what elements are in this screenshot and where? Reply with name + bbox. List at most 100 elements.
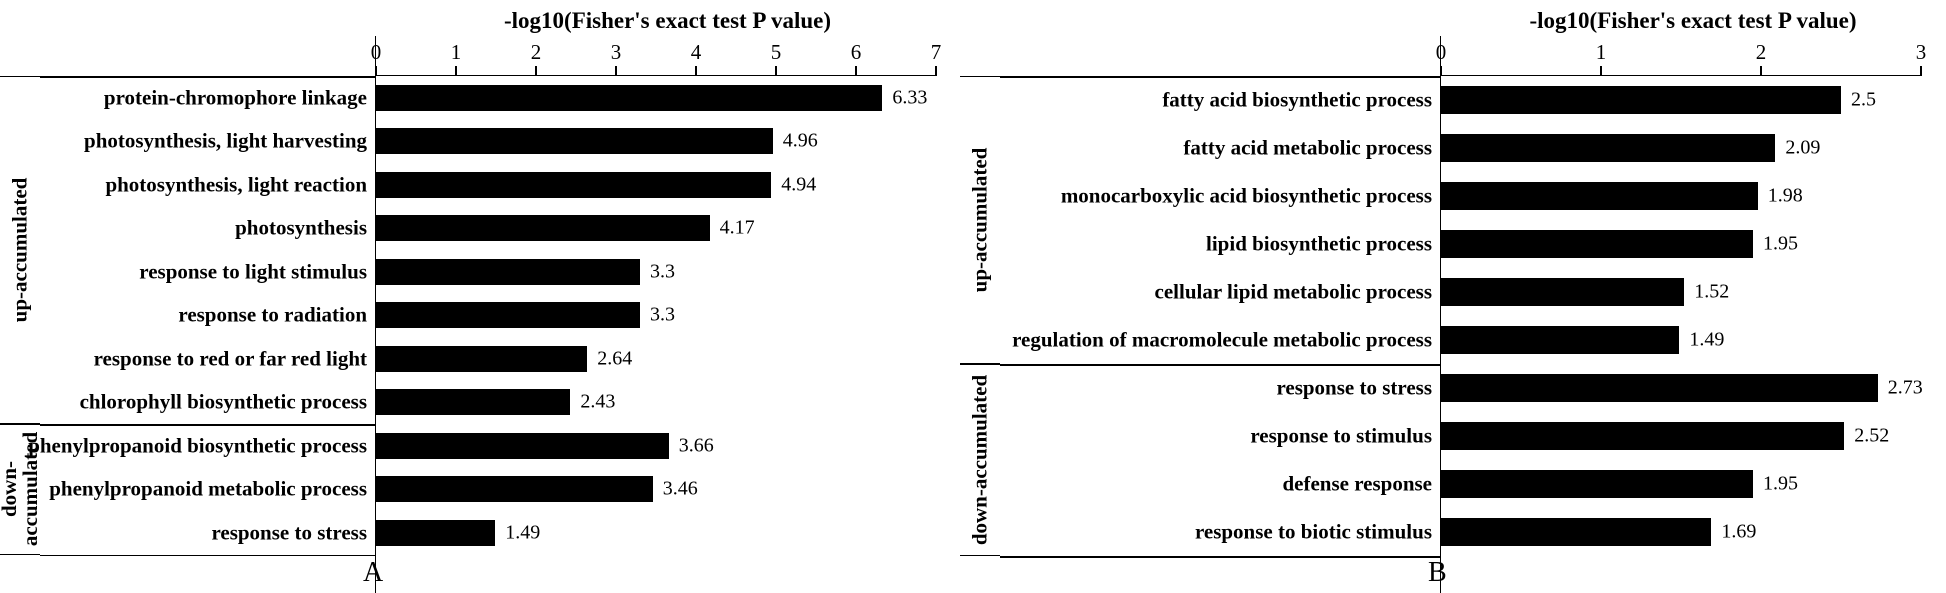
value-label: 1.95: [1763, 473, 1798, 496]
category-label: regulation of macromolecule metabolic pr…: [1012, 328, 1432, 353]
value-label: 2.5: [1851, 89, 1876, 112]
x-tick-label: 6: [851, 40, 862, 65]
bar: [376, 346, 587, 372]
bar: [1441, 278, 1684, 306]
group-line: [1000, 364, 1440, 366]
plot-area: 012345676.334.964.944.173.33.32.642.433.…: [375, 36, 935, 593]
panel-body: up-accumulated down-accumulated fatty acid…: [960, 36, 1946, 593]
value-label: 1.95: [1763, 233, 1798, 256]
bar: [376, 128, 773, 154]
category-label: cellular lipid metabolic process: [1155, 280, 1432, 305]
panel-letter: A: [363, 557, 383, 589]
x-tick-mark: [1920, 66, 1922, 76]
category-label: response to stress: [211, 520, 367, 545]
category-label: chlorophyll biosynthetic process: [80, 390, 367, 415]
category-labels: protein-chromophore linkage photosynthesi…: [40, 36, 375, 593]
panel-letter: B: [1428, 557, 1447, 589]
axis-title: -log10(Fisher's exact test P value): [0, 0, 960, 36]
group-box: up-accumulated: [960, 76, 1000, 364]
value-label: 2.09: [1785, 137, 1820, 160]
group-line: [1000, 556, 1440, 558]
category-label: photosynthesis: [235, 216, 367, 241]
value-label: 6.33: [892, 86, 927, 109]
category-label: response to stimulus: [1250, 424, 1432, 449]
bar: [376, 476, 653, 502]
value-label: 1.52: [1694, 281, 1729, 304]
value-label: 2.52: [1854, 425, 1889, 448]
value-label: 3.3: [650, 304, 675, 327]
category-labels: fatty acid biosynthetic process fatty aci…: [1000, 36, 1440, 593]
bar: [376, 433, 669, 459]
value-label: 2.73: [1888, 377, 1923, 400]
category-label: lipid biosynthetic process: [1206, 232, 1432, 257]
category-label: photosynthesis, light reaction: [105, 172, 367, 197]
category-label: response to red or far red light: [94, 346, 367, 371]
category-label: phenylpropanoid metabolic process: [49, 477, 367, 502]
group-line: [1000, 76, 1440, 78]
category-label: fatty acid biosynthetic process: [1162, 88, 1432, 113]
bar: [1441, 470, 1753, 498]
bar: [1441, 422, 1844, 450]
x-tick-mark: [935, 66, 937, 76]
value-label: 1.49: [505, 521, 540, 544]
group-label: up-accumulated: [8, 178, 33, 323]
category-label: protein-chromophore linkage: [104, 85, 367, 110]
x-tick-mark: [775, 66, 777, 76]
value-label: 2.43: [580, 391, 615, 414]
category-label: response to stress: [1276, 376, 1432, 401]
bar: [1441, 182, 1758, 210]
bar: [376, 172, 771, 198]
x-tick-label: 7: [931, 40, 942, 65]
bar: [1441, 134, 1775, 162]
value-label: 4.17: [720, 217, 755, 240]
plot-area: 01232.52.091.981.951.521.492.732.521.951…: [1440, 36, 1920, 593]
x-tick-label: 0: [371, 40, 382, 65]
panel-body: up-accumulateddown-accumulatedprotein-ch…: [0, 36, 960, 593]
x-tick-mark: [1440, 66, 1442, 76]
category-label: monocarboxylic acid biosynthetic process: [1061, 184, 1432, 209]
bar: [1441, 230, 1753, 258]
value-label: 3.3: [650, 260, 675, 283]
x-tick-label: 3: [611, 40, 622, 65]
group-label: down-accumulated: [968, 375, 993, 545]
category-label: response to radiation: [178, 303, 367, 328]
bar: [376, 215, 710, 241]
x-tick-label: 2: [1756, 40, 1767, 65]
group-strip: up-accumulated down-accumulated: [960, 36, 1000, 593]
group-line: [40, 424, 375, 426]
x-tick-mark: [535, 66, 537, 76]
bar: [1441, 326, 1679, 354]
group-strip: up-accumulateddown-accumulated: [0, 36, 40, 593]
x-tick-mark: [1600, 66, 1602, 76]
bar: [376, 302, 640, 328]
x-tick-label: 1: [451, 40, 462, 65]
group-label: up-accumulated: [968, 148, 993, 293]
value-label: 3.66: [679, 434, 714, 457]
category-label: response to light stimulus: [139, 259, 367, 284]
value-label: 2.64: [597, 347, 632, 370]
x-tick-mark: [615, 66, 617, 76]
value-label: 4.94: [781, 173, 816, 196]
bar: [1441, 86, 1841, 114]
group-line: [40, 555, 375, 557]
axis-title: -log10(Fisher's exact test P value): [960, 0, 1946, 36]
value-label: 4.96: [783, 130, 818, 153]
x-tick-label: 5: [771, 40, 782, 65]
bar: [1441, 518, 1711, 546]
x-tick-label: 2: [531, 40, 542, 65]
x-tick-label: 3: [1916, 40, 1927, 65]
category-label: fatty acid metabolic process: [1183, 136, 1432, 161]
category-label: phenylpropanoid biosynthetic process: [28, 433, 367, 458]
bar: [376, 520, 495, 546]
x-tick-mark: [695, 66, 697, 76]
group-box: down-accumulated: [960, 364, 1000, 556]
value-label: 1.69: [1721, 521, 1756, 544]
x-axis: 0123: [1441, 36, 1920, 76]
x-tick-label: 4: [691, 40, 702, 65]
panel-b: -log10(Fisher's exact test P value)up-ac…: [960, 0, 1946, 593]
panel-a: -log10(Fisher's exact test P value)up-ac…: [0, 0, 960, 593]
category-label: photosynthesis, light harvesting: [84, 129, 367, 154]
value-label: 1.98: [1768, 185, 1803, 208]
category-label: defense response: [1282, 472, 1432, 497]
bar: [376, 259, 640, 285]
